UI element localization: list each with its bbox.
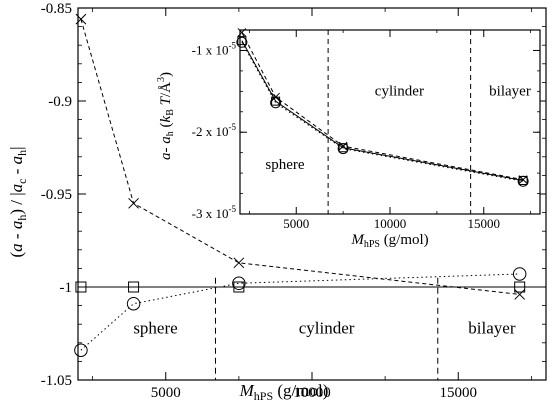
main-region-label-bilayer: bilayer bbox=[468, 319, 516, 338]
inset-point-marker-circle bbox=[337, 143, 349, 155]
main-point-marker-circle bbox=[512, 267, 527, 281]
main-x-tick-label: 5000 bbox=[151, 385, 181, 400]
main-point-marker-square bbox=[75, 281, 87, 293]
inset-y-tick-mantissa: -2 x 10 bbox=[192, 124, 229, 139]
inset-point-marker-square bbox=[237, 36, 247, 46]
inset-y-tick-exponent: -5 bbox=[229, 40, 237, 50]
main-y-title-part: a bbox=[7, 184, 26, 193]
inset-y-tick-exponent: -5 bbox=[229, 122, 237, 132]
inset-point-marker-square bbox=[271, 96, 281, 106]
main-x-axis-title-unit: (g/mol) bbox=[273, 381, 328, 400]
main-point-marker-square bbox=[128, 281, 140, 293]
inset-y-title-part: /Å bbox=[158, 82, 174, 97]
main-series-line-circle bbox=[80, 273, 520, 351]
main-y-tick-label: -1 bbox=[60, 280, 73, 296]
inset-y-title-part: ( bbox=[158, 122, 174, 131]
main-region-label-cylinder: cylinder bbox=[299, 319, 355, 338]
main-point-marker-x-stroke bbox=[514, 289, 526, 300]
main-y-tick-label: -0.85 bbox=[41, 1, 72, 17]
inset-x-axis-title-sub: hPS bbox=[364, 239, 380, 250]
inset-y-title-part: T bbox=[158, 95, 174, 109]
main-point-marker-x bbox=[514, 289, 526, 300]
main-point-marker-x-stroke bbox=[233, 257, 245, 269]
main-y-title-part: a bbox=[7, 243, 26, 252]
main-point-marker-circle bbox=[74, 343, 88, 357]
inset-point-marker-x-stroke bbox=[237, 28, 247, 37]
main-point-marker-x bbox=[75, 13, 87, 25]
main-point-marker-x bbox=[233, 257, 245, 269]
main-y-tick-label: -0.95 bbox=[41, 187, 72, 203]
main-y-title-part: ( bbox=[7, 252, 26, 258]
main-x-axis-title-sub: hPS bbox=[254, 389, 273, 400]
main-y-title-part: - bbox=[7, 164, 26, 178]
main-y-title-part: a bbox=[7, 221, 26, 230]
main-y-title-part: ) / | bbox=[7, 192, 26, 214]
inset-x-axis-title: MhPS (g/mol) bbox=[350, 232, 428, 250]
main-x-axis-title-base: M bbox=[239, 381, 255, 400]
inset-region-label-cylinder: cylinder bbox=[375, 83, 424, 99]
main-y-title-part: - bbox=[7, 229, 26, 243]
inset-point-marker-circle bbox=[236, 36, 248, 48]
inset-x-axis-title-unit: (g/mol) bbox=[380, 232, 429, 248]
main-y-axis-title: (a - ah) / |ac - ah| bbox=[7, 146, 29, 257]
main-y-title-part: | bbox=[7, 146, 26, 149]
main-y-title-part: a bbox=[7, 156, 26, 165]
inset-point-marker-circle bbox=[270, 97, 282, 109]
inset-y-tick-label: -1 x 10-5 bbox=[192, 40, 237, 57]
inset-y-tick-mantissa: -3 x 10 bbox=[192, 206, 229, 221]
inset-y-title-sub: h bbox=[165, 131, 176, 136]
main-y-title-sub: c bbox=[15, 179, 29, 184]
main-y-title-sub: h bbox=[15, 215, 29, 221]
inset-y-title-part: a bbox=[158, 152, 174, 160]
main-y-title-sub: h bbox=[15, 150, 29, 156]
inset-y-title-sub: B bbox=[165, 109, 176, 116]
inset-region-label-bilayer: bilayer bbox=[489, 83, 531, 99]
inset-x-tick-label: 15000 bbox=[468, 216, 501, 231]
inset-y-tick-mantissa: -1 x 10 bbox=[192, 42, 229, 57]
inset-plot-frame bbox=[239, 29, 541, 215]
inset-y-title-part: a bbox=[158, 136, 174, 144]
main-y-tick-label: -0.9 bbox=[48, 94, 72, 110]
main-point-marker-circle bbox=[126, 296, 141, 311]
inset-x-tick-label: 5000 bbox=[283, 216, 309, 231]
main-x-axis-title: MhPS (g/mol) bbox=[239, 381, 329, 400]
inset-region-label-sphere: sphere bbox=[265, 157, 304, 173]
inset-series-line-x bbox=[241, 32, 524, 181]
inset-y-title-sup: 3 bbox=[156, 77, 167, 82]
main-point-marker-square bbox=[514, 281, 526, 293]
inset-point-marker-x bbox=[237, 28, 247, 37]
inset-point-marker-circle bbox=[517, 175, 529, 187]
inset-y-tick-exponent: -5 bbox=[229, 204, 237, 214]
main-point-marker-circle bbox=[232, 276, 246, 291]
inset-series-line-square bbox=[241, 40, 524, 181]
inset-y-axis-title: a- ah (kB T/Å3) bbox=[156, 72, 176, 160]
main-point-marker-x bbox=[128, 197, 139, 209]
inset-y-title-part: k bbox=[158, 115, 174, 122]
inset-y-title-part: ) bbox=[158, 72, 174, 77]
inset-x-axis-title-base: M bbox=[350, 232, 365, 248]
main-region-label-sphere: sphere bbox=[133, 319, 177, 338]
inset-y-title-part: - bbox=[158, 144, 174, 153]
main-x-tick-label: 15000 bbox=[440, 385, 478, 400]
inset-y-tick-label: -3 x 10-5 bbox=[192, 204, 237, 221]
main-point-marker-x-stroke bbox=[75, 13, 87, 25]
main-x-tick-label: 10000 bbox=[293, 385, 331, 400]
inset-y-tick-label: -2 x 10-5 bbox=[192, 122, 237, 139]
inset-x-tick-label: 10000 bbox=[374, 216, 407, 231]
main-y-tick-label: -1.05 bbox=[41, 373, 72, 389]
main-point-marker-x-stroke bbox=[128, 197, 139, 209]
